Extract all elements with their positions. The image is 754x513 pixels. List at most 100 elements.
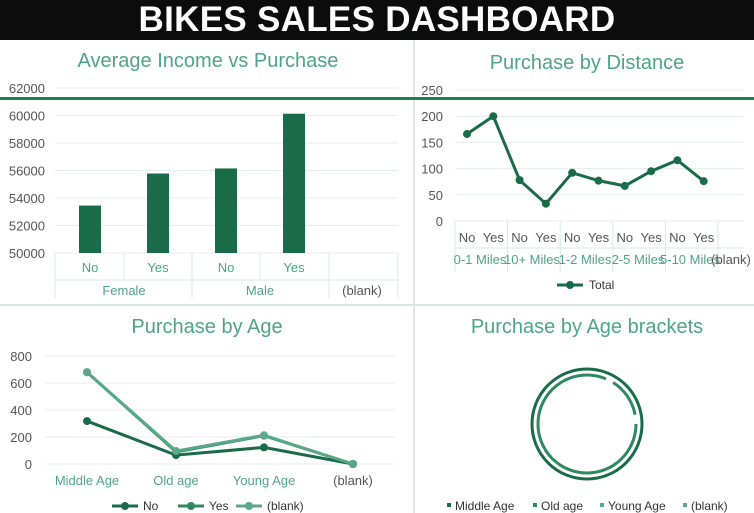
legend-marker <box>683 503 687 507</box>
x-category-label: Yes <box>693 230 715 245</box>
data-point <box>260 431 268 440</box>
legend-marker <box>187 502 195 510</box>
x-category-label: Yes <box>283 260 305 275</box>
bar <box>215 168 237 253</box>
y-tick-label: 200 <box>10 430 32 445</box>
x-group-label: 5-10 Miles <box>660 252 720 267</box>
data-point <box>172 447 180 456</box>
data-point <box>673 156 682 165</box>
data-point <box>83 368 91 377</box>
series-line-total <box>466 113 705 206</box>
data-point <box>489 112 498 121</box>
y-tick-label: 50000 <box>9 246 45 261</box>
bar <box>283 113 305 254</box>
data-point <box>620 181 629 190</box>
x-group-label: 1-2 Miles <box>559 252 612 267</box>
x-category-label: Yes <box>588 230 610 245</box>
y-tick-label: 56000 <box>9 164 45 179</box>
x-category-label: Middle Age <box>55 473 119 488</box>
x-group-label: (blank) <box>342 283 382 298</box>
y-tick-label: 58000 <box>9 136 45 151</box>
data-point <box>349 460 357 468</box>
y-tick-label: 800 <box>10 349 32 364</box>
panel-divider-vertical <box>413 40 415 513</box>
y-tick-label: 200 <box>421 109 443 124</box>
legend-label: Old age <box>541 499 583 513</box>
x-category-label: No <box>82 260 99 275</box>
x-group-label: 10+ Miles <box>504 252 560 267</box>
y-tick-label: 60000 <box>9 109 45 124</box>
accent-divider-line <box>0 97 754 100</box>
x-group-label: 2-5 Miles <box>612 252 665 267</box>
purchase-by-age-brackets-chart: Purchase by Age brackets Middle Age Old ag… <box>415 306 754 513</box>
age-brackets-chart-svg: Purchase by Age brackets Middle Age Old ag… <box>447 316 728 513</box>
legend-marker <box>121 502 129 510</box>
y-tick-label: 54000 <box>9 191 45 206</box>
y-tick-label: 250 <box>421 83 443 98</box>
y-tick-label: 62000 <box>9 81 45 96</box>
x-category-label: No <box>564 230 581 245</box>
ring-outer <box>530 367 644 481</box>
chart-title: Purchase by Age <box>131 316 282 338</box>
x-category-label: Yes <box>640 230 662 245</box>
x-category-label: No <box>218 260 235 275</box>
x-group-label: Male <box>246 283 274 298</box>
x-category-label: Old age <box>153 473 199 488</box>
legend-label: Total <box>589 278 614 292</box>
legend-label: Middle Age <box>455 499 515 513</box>
x-group-label: 0-1 Miles <box>454 252 507 267</box>
x-category-label: (blank) <box>333 473 373 488</box>
data-point <box>463 130 471 139</box>
distance-chart-svg: Purchase by Distance 250 200 150 100 50 0 No Yes… <box>421 52 751 292</box>
age-chart-svg: Purchase by Age 800 600 400 200 0 Middle Age Ol… <box>10 316 395 513</box>
legend-marker <box>566 281 574 289</box>
x-category-label: Yes <box>535 230 557 245</box>
purchase-by-distance-chart: Purchase by Distance 250 200 150 100 50 0 No Yes… <box>415 40 754 304</box>
y-tick-label: 52000 <box>9 219 45 234</box>
y-tick-label: 100 <box>421 162 443 177</box>
data-point <box>515 176 524 185</box>
data-point <box>699 177 708 186</box>
series-line <box>86 371 354 466</box>
panel-divider-horizontal <box>0 304 754 306</box>
data-point <box>568 168 577 177</box>
legend-marker <box>245 502 253 510</box>
y-tick-label: 50 <box>429 188 443 203</box>
y-tick-label: 0 <box>436 214 443 229</box>
bar <box>147 173 169 253</box>
legend-marker <box>533 503 537 507</box>
legend-label: (blank) <box>691 499 728 513</box>
x-category-label: No <box>511 230 528 245</box>
data-point <box>260 443 268 452</box>
legend-marker <box>600 503 604 507</box>
purchase-by-age-chart: Purchase by Age 800 600 400 200 0 Middle Age Ol… <box>0 306 413 513</box>
y-tick-label: 400 <box>10 403 32 418</box>
x-category-label: Young Age <box>233 473 295 488</box>
income-chart-svg: Average Income vs Purchase 62000 60000 5800… <box>9 50 399 298</box>
legend-label: Yes <box>209 499 229 513</box>
income-vs-purchase-chart: Average Income vs Purchase 62000 60000 5800… <box>0 40 413 304</box>
x-category-label: Yes <box>147 260 169 275</box>
legend-label: No <box>143 499 159 513</box>
x-category-label: No <box>459 230 476 245</box>
legend-label: (blank) <box>267 499 304 513</box>
legend-label: Young Age <box>608 499 666 513</box>
chart-title: Purchase by Distance <box>490 52 685 74</box>
chart-title: Average Income vs Purchase <box>78 50 339 72</box>
x-category-label: Yes <box>483 230 505 245</box>
bar <box>79 205 101 253</box>
x-category-label: No <box>669 230 686 245</box>
data-point <box>647 167 656 176</box>
y-tick-label: 150 <box>421 135 443 150</box>
legend-marker <box>447 503 451 507</box>
ring-inner <box>536 373 638 475</box>
data-point <box>83 417 91 426</box>
x-category-label: No <box>616 230 633 245</box>
data-point <box>541 199 550 208</box>
series-line <box>86 419 354 466</box>
x-group-label: (blank) <box>711 252 751 267</box>
x-group-label: Female <box>102 283 145 298</box>
data-point <box>594 176 603 185</box>
chart-title: Purchase by Age brackets <box>471 316 703 338</box>
dashboard-title: BIKES SALES DASHBOARD <box>0 0 754 40</box>
